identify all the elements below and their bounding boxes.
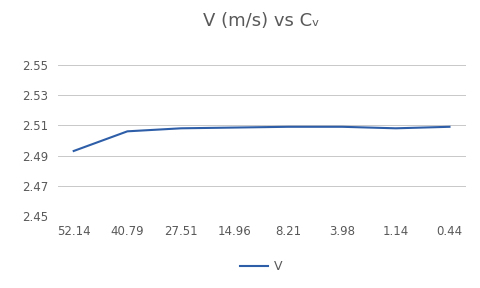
V (393, 126, 399, 130)
V (339, 125, 345, 128)
V (124, 130, 130, 133)
Line: V: V (74, 127, 449, 151)
V (71, 149, 77, 153)
V (286, 125, 291, 128)
V (232, 126, 238, 129)
V (446, 125, 452, 128)
Legend: V: V (236, 255, 288, 278)
V (178, 126, 184, 130)
Title: V (m/s) vs Cᵥ: V (m/s) vs Cᵥ (204, 12, 320, 30)
